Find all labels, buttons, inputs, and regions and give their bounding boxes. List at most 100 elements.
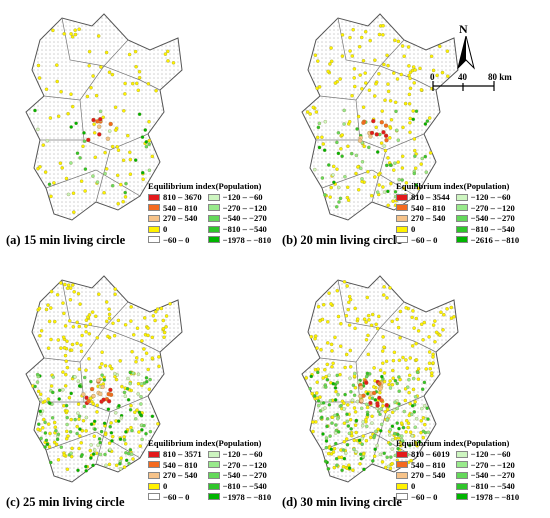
map-cell	[121, 158, 126, 163]
map-cell	[79, 343, 83, 347]
map-cell	[143, 128, 148, 132]
map-cell	[414, 358, 419, 362]
map-cell	[434, 330, 439, 335]
map-cell	[55, 79, 59, 84]
map-cell	[128, 381, 132, 386]
map-cell	[422, 380, 427, 385]
map-cell	[57, 397, 61, 401]
map-cell	[384, 138, 389, 143]
legend-item: −540 – −270	[455, 213, 519, 224]
map-cell	[344, 313, 349, 318]
legend-item: −810 – −540	[455, 224, 519, 235]
legend-swatch	[396, 204, 408, 212]
map-cell	[95, 410, 99, 414]
map-cell	[398, 336, 402, 340]
map-cell	[47, 182, 52, 187]
map-cell	[106, 334, 110, 339]
map-cell	[413, 425, 418, 429]
map-cell	[140, 358, 144, 362]
map-cell	[115, 145, 119, 149]
map-cell	[87, 357, 91, 361]
map-cell	[111, 321, 115, 326]
map-cell	[411, 387, 416, 392]
map-cell	[346, 144, 350, 149]
map-cell	[345, 442, 350, 447]
map-cell	[147, 119, 151, 124]
map-cell	[362, 467, 366, 472]
map-cell	[399, 443, 403, 448]
map-cell	[97, 132, 102, 137]
map-cell	[403, 101, 408, 106]
map-cell	[382, 144, 387, 148]
map-cell	[442, 312, 446, 317]
map-cell	[59, 281, 63, 285]
map-cell	[122, 435, 126, 439]
legend-swatch	[396, 493, 408, 501]
map-cell	[107, 316, 112, 320]
map-cell	[305, 110, 310, 114]
map-cell	[146, 82, 151, 86]
map-cell	[353, 371, 357, 376]
map-cell	[330, 349, 334, 353]
map-cell	[54, 442, 59, 447]
map-cell	[439, 310, 443, 314]
map-cell	[421, 435, 426, 440]
legend-swatch	[396, 236, 408, 244]
legend-item: −60 – 0	[396, 234, 450, 245]
map-cell	[381, 33, 385, 37]
map-cell	[77, 384, 82, 388]
map-cell	[414, 416, 419, 421]
map-cell	[398, 309, 403, 314]
legend-title: Equilibrium index(Population)	[396, 438, 510, 448]
map-cell	[353, 423, 358, 427]
map-cell	[367, 318, 371, 322]
map-cell	[77, 414, 82, 418]
map-cell	[135, 408, 139, 412]
map-cell	[39, 436, 43, 441]
map-cell	[406, 421, 411, 425]
map-cell	[99, 65, 103, 69]
legend-swatch	[396, 450, 408, 458]
map-cell	[331, 381, 336, 386]
map-cell	[391, 368, 395, 373]
map-cell	[401, 425, 406, 430]
map-cell	[150, 154, 155, 159]
map-cell	[335, 140, 339, 145]
map-cell	[75, 341, 79, 346]
map-cell	[69, 161, 73, 165]
map-cell	[66, 283, 71, 287]
map-cell	[356, 114, 361, 119]
map-cell	[430, 371, 434, 375]
map-cell	[408, 86, 413, 91]
map-cell	[393, 378, 398, 383]
map-cell	[407, 377, 411, 382]
map-cell	[35, 372, 40, 377]
map-cell	[405, 418, 409, 423]
map-cell	[134, 64, 138, 69]
map-cell	[139, 394, 143, 399]
map-cell	[119, 182, 123, 187]
map-cell	[325, 378, 330, 382]
map-cell	[123, 81, 127, 86]
map-cell	[382, 285, 386, 289]
legend-item: 0	[396, 481, 450, 492]
map-cell	[108, 121, 113, 127]
map-cell	[353, 385, 358, 390]
map-cell	[316, 403, 321, 408]
map-cell	[141, 177, 145, 182]
map-cell	[77, 417, 81, 421]
map-cell	[373, 447, 377, 451]
map-cell	[125, 386, 130, 391]
map-cell	[56, 114, 61, 119]
legend-swatch	[148, 471, 160, 479]
map-cell	[335, 167, 339, 171]
map-cell	[37, 76, 42, 80]
map-cell	[449, 316, 454, 320]
map-cell	[349, 151, 354, 156]
map-cell	[113, 411, 118, 415]
map-cell	[100, 362, 104, 366]
map-cell	[413, 68, 417, 72]
map-cell	[390, 447, 395, 451]
map-cell	[397, 358, 402, 363]
map-cell	[391, 199, 395, 203]
